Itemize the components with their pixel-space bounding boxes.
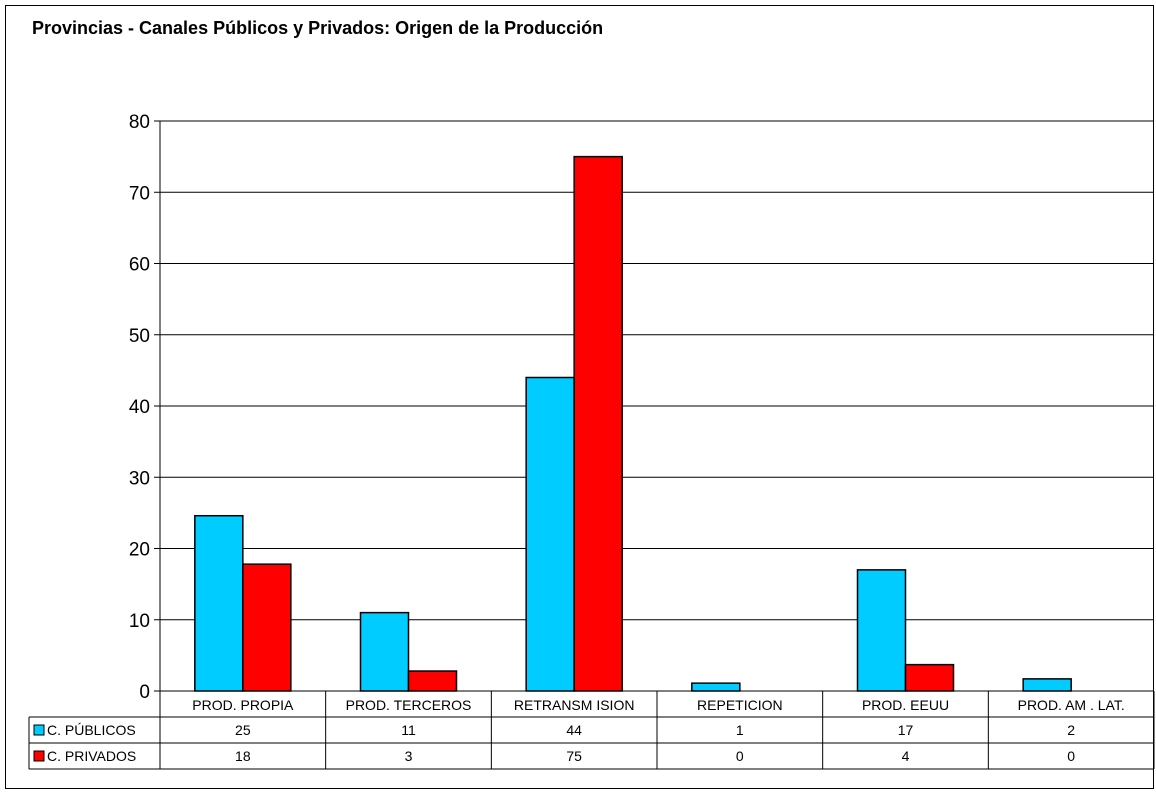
y-axis: 0 10 20 30 40 50 60 70 80 (129, 112, 161, 769)
category-label: PROD. EEUU (862, 697, 949, 713)
bar-publicos (525, 376, 575, 692)
table-value: 2 (1067, 722, 1075, 738)
chart-title: Provincias - Canales Públicos y Privados… (32, 18, 604, 38)
y-tick-label: 50 (129, 326, 150, 347)
category-label: REPETICION (697, 697, 783, 713)
y-tick-label: 30 (129, 468, 150, 489)
bar-publicos (856, 569, 907, 692)
legend-label: C. PRIVADOS (47, 748, 136, 764)
legend-key (33, 750, 45, 762)
table-value: 3 (405, 748, 413, 764)
y-tick-label: 80 (129, 112, 150, 133)
y-tick-label: 0 (139, 682, 150, 703)
category-label: PROD. PROPIA (192, 697, 294, 713)
y-tick-label: 20 (129, 540, 150, 561)
bars (194, 155, 1072, 692)
table-value: 75 (566, 748, 582, 764)
legend-label: C. PÚBLICOS (47, 722, 136, 738)
category-label: RETRANSM ISION (514, 697, 635, 713)
bar-privados (407, 670, 458, 692)
table-value: 17 (898, 722, 914, 738)
category-label: PROD. TERCEROS (346, 697, 472, 713)
legend-key (33, 724, 45, 736)
table-value: 0 (736, 748, 744, 764)
y-tick-label: 40 (129, 397, 150, 418)
bar-publicos (359, 611, 410, 692)
y-tick-label: 70 (129, 183, 150, 204)
bar-publicos (1022, 678, 1072, 692)
bar-privados (904, 663, 955, 692)
table-value: 25 (235, 722, 251, 738)
data-table: PROD. PROPIA PROD. TERCEROS RETRANSM ISION… (28, 690, 1155, 770)
bar-privados (242, 563, 292, 692)
table-value: 44 (566, 722, 582, 738)
bar-publicos (691, 682, 741, 692)
table-value: 18 (235, 748, 251, 764)
bar-publicos (194, 514, 244, 692)
table-value: 0 (1067, 748, 1075, 764)
y-tick-label: 60 (129, 255, 150, 276)
y-tick-label: 10 (129, 611, 150, 632)
table-value: 4 (902, 748, 910, 764)
category-label: PROD. AM . LAT. (1018, 697, 1125, 713)
table-value: 1 (736, 722, 744, 738)
bar-privados (573, 155, 623, 692)
gridlines (160, 120, 1154, 621)
table-value: 11 (401, 722, 416, 738)
